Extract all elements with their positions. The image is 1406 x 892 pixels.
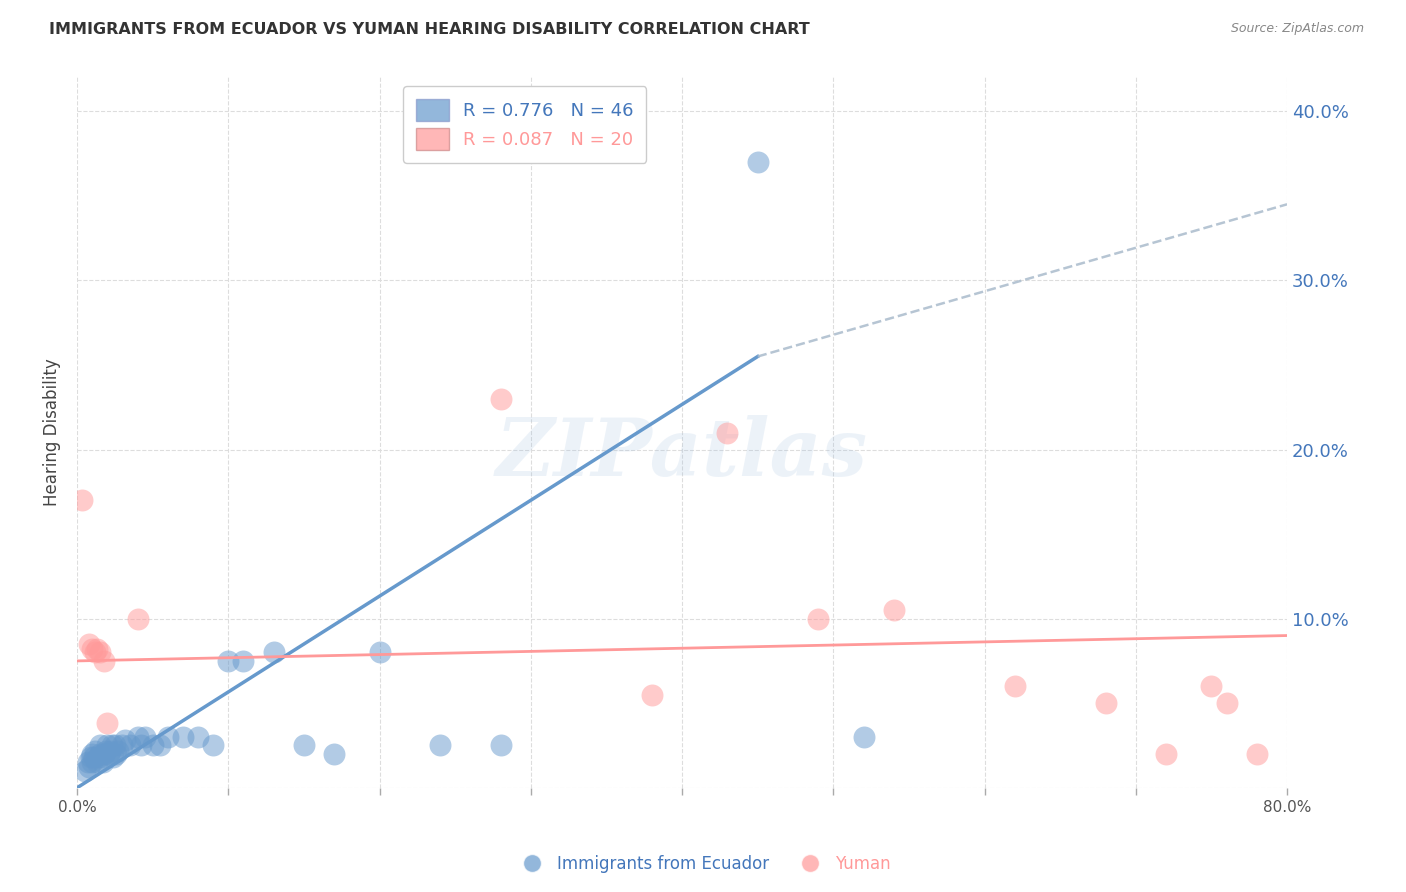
Point	[77, 760, 100, 774]
Point	[111, 739, 134, 753]
Point	[98, 743, 121, 757]
Text: Source: ZipAtlas.com: Source: ZipAtlas.com	[1230, 22, 1364, 36]
Point	[94, 743, 117, 757]
Text: ZIPatlas: ZIPatlas	[496, 415, 868, 492]
Point	[76, 756, 98, 770]
Point	[73, 764, 96, 778]
Point	[83, 750, 105, 764]
Point	[93, 654, 115, 668]
Y-axis label: Hearing Disability: Hearing Disability	[44, 359, 60, 507]
Point	[641, 688, 664, 702]
Point	[263, 645, 285, 659]
Point	[1201, 679, 1223, 693]
Point	[77, 637, 100, 651]
Point	[87, 750, 110, 764]
Point	[84, 743, 107, 757]
Point	[91, 756, 114, 770]
Point	[96, 739, 118, 753]
Point	[104, 739, 127, 753]
Point	[429, 739, 451, 753]
Point	[134, 730, 156, 744]
Point	[142, 739, 165, 753]
Point	[807, 612, 830, 626]
Point	[70, 493, 93, 508]
Point	[82, 756, 104, 770]
Point	[883, 603, 905, 617]
Point	[93, 747, 115, 761]
Point	[1215, 696, 1237, 710]
Point	[86, 756, 108, 770]
Point	[368, 645, 391, 659]
Point	[1154, 747, 1177, 761]
Point	[82, 747, 104, 761]
Point	[489, 739, 512, 753]
Point	[89, 645, 111, 659]
Point	[852, 730, 875, 744]
Point	[217, 654, 239, 668]
Point	[1246, 747, 1268, 761]
Point	[127, 612, 149, 626]
Point	[716, 425, 738, 440]
Point	[489, 392, 512, 406]
Point	[101, 739, 124, 753]
Point	[129, 739, 152, 753]
Point	[156, 730, 179, 744]
Point	[82, 642, 104, 657]
Point	[149, 739, 172, 753]
Point	[96, 716, 118, 731]
Point	[202, 739, 225, 753]
Point	[172, 730, 194, 744]
Point	[89, 747, 111, 761]
Point	[97, 747, 120, 761]
Point	[1004, 679, 1026, 693]
Point	[292, 739, 315, 753]
Point	[747, 155, 769, 169]
Point	[127, 730, 149, 744]
Point	[90, 750, 112, 764]
Point	[114, 733, 136, 747]
Text: IMMIGRANTS FROM ECUADOR VS YUMAN HEARING DISABILITY CORRELATION CHART: IMMIGRANTS FROM ECUADOR VS YUMAN HEARING…	[49, 22, 810, 37]
Point	[89, 739, 111, 753]
Point	[187, 730, 209, 744]
Point	[105, 747, 128, 761]
Point	[103, 750, 125, 764]
Legend: R = 0.776   N = 46, R = 0.087   N = 20: R = 0.776 N = 46, R = 0.087 N = 20	[404, 87, 647, 163]
Point	[84, 645, 107, 659]
Point	[118, 739, 141, 753]
Point	[323, 747, 346, 761]
Point	[107, 743, 129, 757]
Legend: Immigrants from Ecuador, Yuman: Immigrants from Ecuador, Yuman	[509, 848, 897, 880]
Point	[1094, 696, 1116, 710]
Point	[86, 642, 108, 657]
Point	[80, 750, 103, 764]
Point	[232, 654, 254, 668]
